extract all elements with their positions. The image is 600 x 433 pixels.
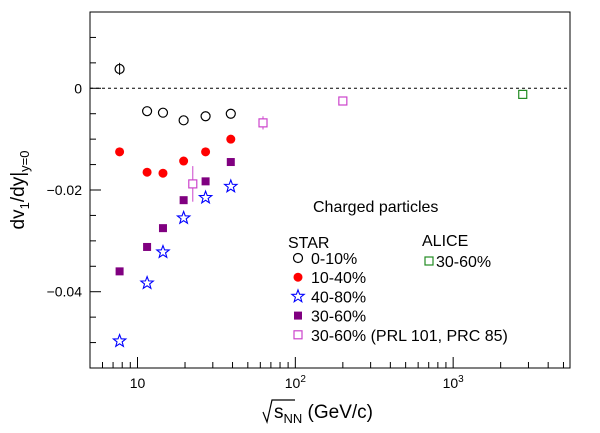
data-point — [201, 177, 210, 186]
y-axis-label: dv1/dy|y=0 — [8, 151, 32, 230]
annotation-charged-particles: Charged particles — [313, 199, 438, 216]
legend-marker — [294, 311, 302, 320]
y-tick-label: −0.02 — [47, 182, 83, 198]
legend-label: 0-10% — [311, 251, 357, 268]
data-point — [226, 158, 235, 167]
data-points — [111, 62, 528, 348]
x-tick-label: 103 — [443, 374, 465, 391]
data-point — [338, 96, 348, 106]
data-point — [111, 332, 128, 348]
data-point — [115, 267, 124, 276]
legend: STAR ALICE 0-10% 10-40% 40-80% 30-60% 30-60%… — [288, 233, 508, 345]
sqrt-sign-icon — [262, 399, 295, 425]
data-point — [143, 242, 152, 251]
legend-label: 40-80% — [311, 289, 366, 306]
data-point — [226, 134, 236, 144]
legend-marker — [290, 288, 306, 303]
data-point — [158, 224, 167, 233]
legend-title-alice: ALICE — [422, 233, 468, 250]
y-tick-label: 0 — [74, 80, 82, 96]
data-point — [142, 167, 152, 177]
x-tick-label: 10 — [130, 375, 146, 391]
legend-label: 10-40% — [311, 270, 366, 287]
axis-ticks: 10 102 103 0 −0.02 −0.04 — [47, 11, 564, 391]
data-point — [518, 89, 528, 99]
y-tick-label: −0.04 — [47, 284, 83, 300]
legend-title-star: STAR — [288, 235, 329, 252]
data-point — [258, 118, 268, 128]
data-point — [158, 168, 168, 178]
x-tick-label: 102 — [285, 374, 307, 391]
legend-marker — [293, 330, 303, 340]
data-point — [141, 106, 153, 117]
x-axis-label: sNN (GeV/c) — [262, 399, 373, 426]
legend-marker — [424, 256, 434, 266]
data-point — [197, 189, 214, 205]
legend-marker — [293, 272, 303, 282]
data-point — [179, 156, 189, 166]
data-point — [157, 107, 169, 118]
data-point — [223, 178, 239, 193]
data-point — [225, 108, 236, 119]
legend-label: 30-60% — [311, 309, 366, 326]
svg-text:sNN (GeV/c): sNN (GeV/c) — [274, 402, 373, 426]
data-point — [155, 243, 171, 259]
data-point — [188, 179, 198, 189]
data-point — [201, 147, 211, 157]
data-point — [115, 147, 125, 157]
data-point — [175, 209, 192, 225]
legend-label: 30-60% (PRL 101, PRC 85) — [311, 328, 508, 345]
data-point — [179, 196, 188, 205]
data-point — [178, 115, 189, 126]
data-point — [139, 274, 155, 290]
legend-label: 30-60% — [436, 254, 491, 271]
data-point — [114, 63, 125, 75]
data-point — [200, 111, 211, 122]
legend-marker — [292, 252, 304, 264]
